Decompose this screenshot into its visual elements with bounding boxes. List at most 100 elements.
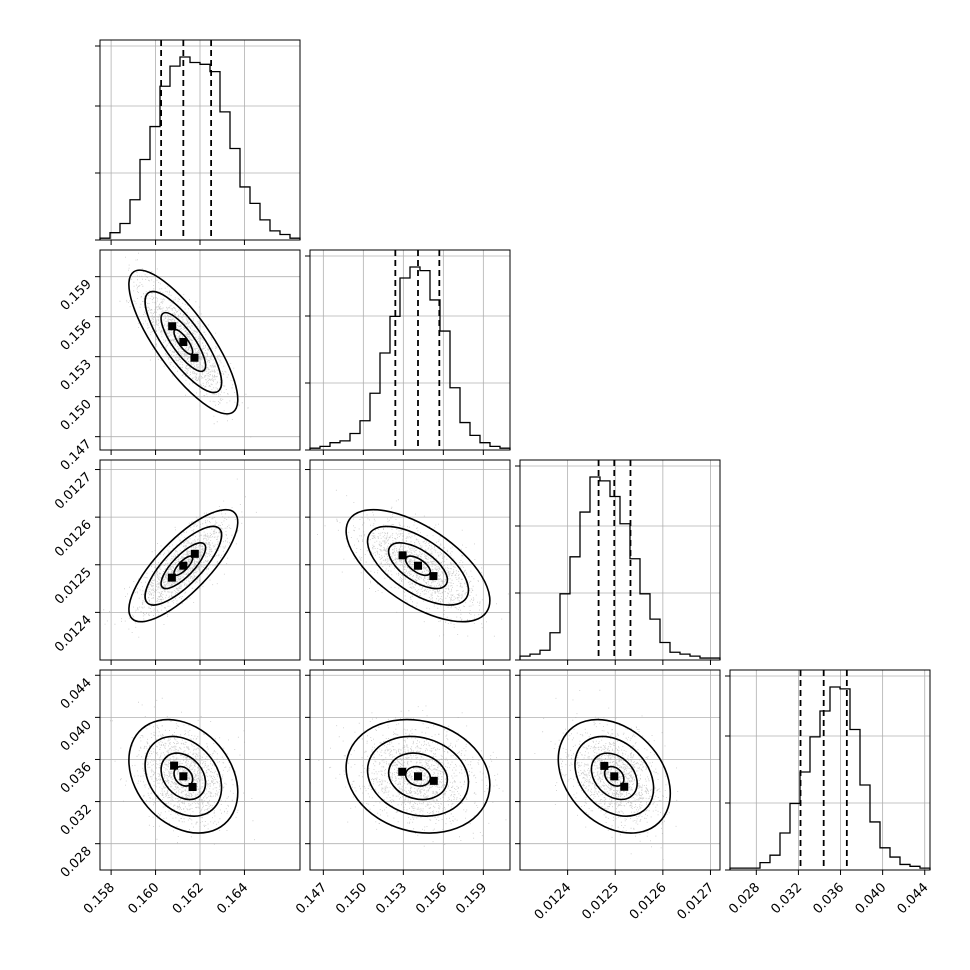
scatter-points bbox=[317, 489, 509, 637]
panel-frame bbox=[519, 669, 721, 871]
x-tick-label: 0.0127 bbox=[675, 880, 718, 923]
hist-panel-2 bbox=[515, 459, 721, 665]
hist-panel-0 bbox=[95, 39, 301, 245]
scatter-points bbox=[110, 697, 255, 845]
density-contour bbox=[387, 752, 449, 801]
density-peak bbox=[429, 572, 438, 581]
density-layer bbox=[310, 705, 510, 847]
panel-frame bbox=[729, 669, 931, 871]
x-tick-label: 0.147 bbox=[293, 880, 330, 917]
panel-frame bbox=[99, 249, 301, 451]
y-tick-label: 0.036 bbox=[58, 760, 95, 797]
panel-frame bbox=[99, 669, 301, 871]
scatter-points bbox=[534, 689, 679, 861]
x-tick-label: 0.028 bbox=[726, 880, 763, 917]
density-contour bbox=[387, 542, 449, 590]
density-peak bbox=[179, 561, 188, 570]
x-tick-label: 0.164 bbox=[214, 880, 251, 917]
y-tick-label: 0.0124 bbox=[52, 613, 95, 656]
density-peak bbox=[398, 767, 407, 776]
hist-panel-1 bbox=[305, 249, 511, 455]
density-contour bbox=[128, 508, 239, 623]
density-layer bbox=[110, 697, 255, 845]
x-tick-label: 0.158 bbox=[81, 880, 118, 917]
density-contour bbox=[345, 718, 491, 834]
density-contour bbox=[366, 525, 470, 606]
y-tick-label: 0.153 bbox=[58, 357, 95, 394]
panel-frame bbox=[309, 669, 511, 871]
y-tick-label: 0.0125 bbox=[52, 565, 95, 608]
scatter-panel-2-1 bbox=[305, 459, 511, 665]
panel-frame bbox=[99, 39, 301, 241]
density-contour bbox=[574, 735, 655, 817]
x-tick-label: 0.160 bbox=[125, 880, 162, 917]
x-tick-label: 0.0126 bbox=[627, 880, 670, 923]
panel-frame bbox=[309, 249, 511, 451]
density-contour bbox=[160, 311, 207, 373]
density-peak bbox=[414, 772, 422, 781]
density-peak bbox=[188, 783, 197, 792]
density-contour bbox=[557, 718, 672, 834]
density-contour bbox=[128, 718, 239, 834]
histogram-3 bbox=[729, 686, 931, 870]
density-peak bbox=[179, 338, 188, 346]
density-peak bbox=[414, 561, 422, 570]
density-peak bbox=[190, 549, 199, 558]
y-tick-label: 0.0127 bbox=[52, 470, 95, 513]
density-peak bbox=[620, 782, 629, 791]
density-contour bbox=[128, 269, 239, 415]
density-peak bbox=[167, 573, 176, 582]
scatter-panel-1-0 bbox=[95, 249, 301, 455]
density-peak bbox=[398, 551, 407, 560]
density-contour bbox=[160, 752, 207, 801]
histogram-0 bbox=[99, 56, 301, 240]
x-tick-label: 0.040 bbox=[853, 880, 890, 917]
density-contour bbox=[144, 290, 223, 394]
y-tick-label: 0.0126 bbox=[52, 517, 95, 560]
x-tick-label: 0.044 bbox=[895, 880, 932, 917]
y-tick-label: 0.040 bbox=[58, 718, 95, 755]
scatter-panel-3-0 bbox=[95, 669, 301, 875]
density-contour bbox=[345, 508, 491, 623]
histogram-2 bbox=[519, 476, 721, 660]
x-tick-label: 0.032 bbox=[768, 880, 805, 917]
x-tick-label: 0.150 bbox=[333, 880, 370, 917]
density-peak bbox=[600, 761, 609, 770]
x-tick-label: 0.0125 bbox=[579, 880, 622, 923]
histogram-1 bbox=[309, 266, 511, 450]
density-contour bbox=[144, 525, 223, 606]
density-layer bbox=[534, 689, 679, 861]
x-tick-label: 0.036 bbox=[810, 880, 847, 917]
panel-frame bbox=[99, 459, 301, 661]
density-peak bbox=[429, 776, 438, 785]
x-tick-label: 0.162 bbox=[170, 880, 207, 917]
density-contour bbox=[366, 735, 470, 817]
y-tick-label: 0.028 bbox=[58, 844, 95, 881]
x-tick-label: 0.156 bbox=[413, 880, 450, 917]
density-contour bbox=[144, 735, 223, 817]
density-layer bbox=[103, 478, 257, 638]
scatter-panel-3-1 bbox=[305, 669, 511, 875]
density-peak bbox=[168, 322, 177, 331]
panel-frame bbox=[309, 459, 511, 661]
panel-frame bbox=[519, 459, 721, 661]
y-tick-label: 0.044 bbox=[58, 675, 95, 712]
x-tick-label: 0.153 bbox=[373, 880, 410, 917]
y-tick-label: 0.159 bbox=[58, 277, 95, 314]
y-tick-label: 0.156 bbox=[58, 317, 95, 354]
hist-panel-3 bbox=[725, 669, 931, 875]
scatter-panel-2-0 bbox=[95, 459, 301, 665]
density-contour bbox=[590, 752, 638, 801]
density-peak bbox=[190, 353, 199, 362]
scatter-panel-3-2 bbox=[515, 669, 721, 875]
x-tick-label: 0.0124 bbox=[532, 880, 575, 923]
density-layer bbox=[317, 489, 509, 637]
y-tick-label: 0.147 bbox=[58, 437, 95, 474]
density-peak bbox=[610, 772, 619, 781]
y-tick-label: 0.032 bbox=[58, 802, 95, 839]
x-tick-label: 0.159 bbox=[453, 880, 490, 917]
density-peak bbox=[170, 761, 179, 770]
density-contour bbox=[160, 542, 207, 590]
density-peak bbox=[179, 772, 188, 781]
